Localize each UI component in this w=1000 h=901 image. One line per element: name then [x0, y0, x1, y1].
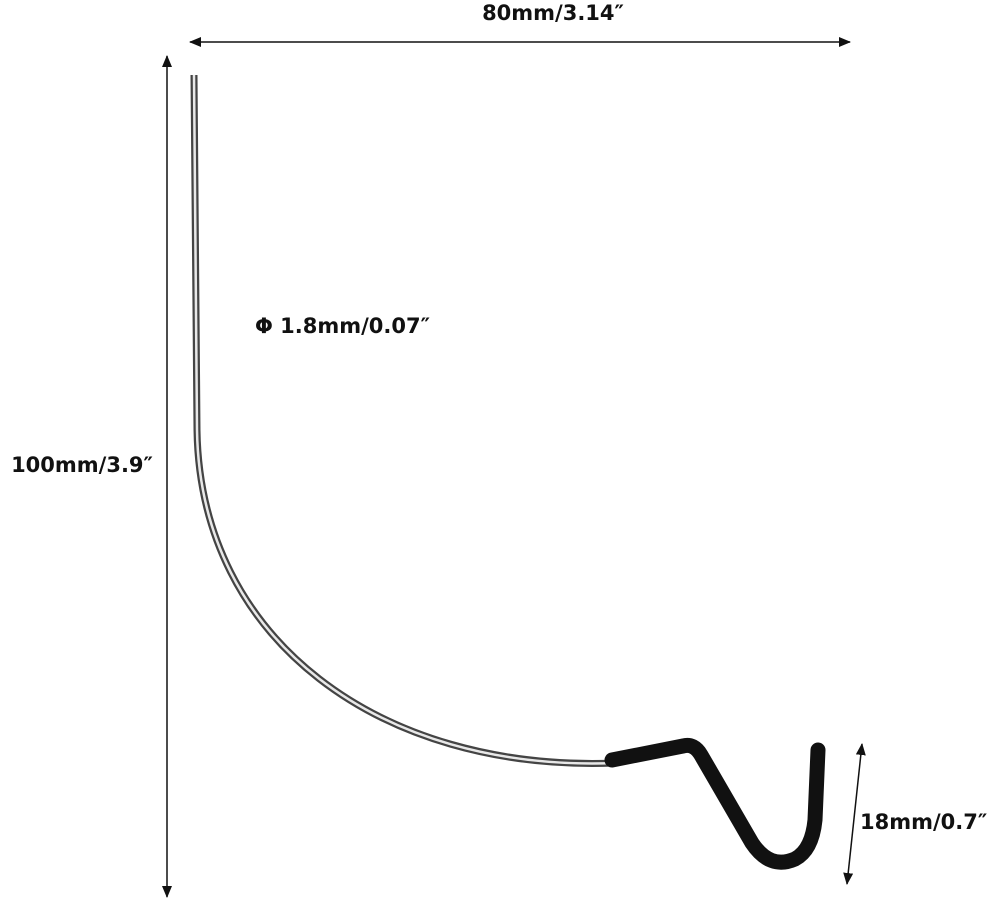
- height-label: 100mm/3.9″: [11, 453, 153, 477]
- width-label: 80mm/3.14″: [482, 1, 624, 25]
- hook-coating: [604, 737, 826, 870]
- diameter-label: Φ 1.8mm/0.07″: [255, 314, 430, 338]
- wire-highlight: [192, 74, 616, 765]
- wire-outline: [190, 74, 616, 767]
- hook-label: 18mm/0.7″: [860, 810, 987, 834]
- hook-arrow: [843, 743, 866, 885]
